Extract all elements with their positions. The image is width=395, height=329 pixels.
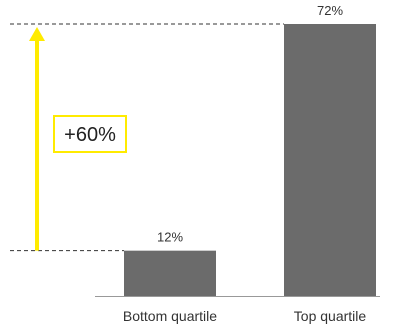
difference-callout: +60% bbox=[53, 115, 127, 153]
difference-arrow bbox=[29, 27, 45, 251]
bars bbox=[124, 24, 376, 296]
bar-top-quartile bbox=[284, 24, 376, 296]
data-label-bottom-quartile: 12% bbox=[157, 230, 183, 245]
arrow-head-icon bbox=[29, 27, 45, 41]
data-label-top-quartile: 72% bbox=[317, 3, 343, 18]
tick-label-bottom-quartile: Bottom quartile bbox=[123, 308, 217, 324]
data-labels: 12% 72% bbox=[157, 3, 343, 245]
x-axis-tick-labels: Bottom quartile Top quartile bbox=[123, 308, 366, 324]
tick-label-top-quartile: Top quartile bbox=[294, 308, 367, 324]
guide-lines bbox=[10, 23, 284, 252]
bar-bottom-quartile bbox=[124, 250, 216, 296]
callout-box bbox=[53, 115, 127, 153]
callout-label: +60% bbox=[64, 124, 116, 146]
